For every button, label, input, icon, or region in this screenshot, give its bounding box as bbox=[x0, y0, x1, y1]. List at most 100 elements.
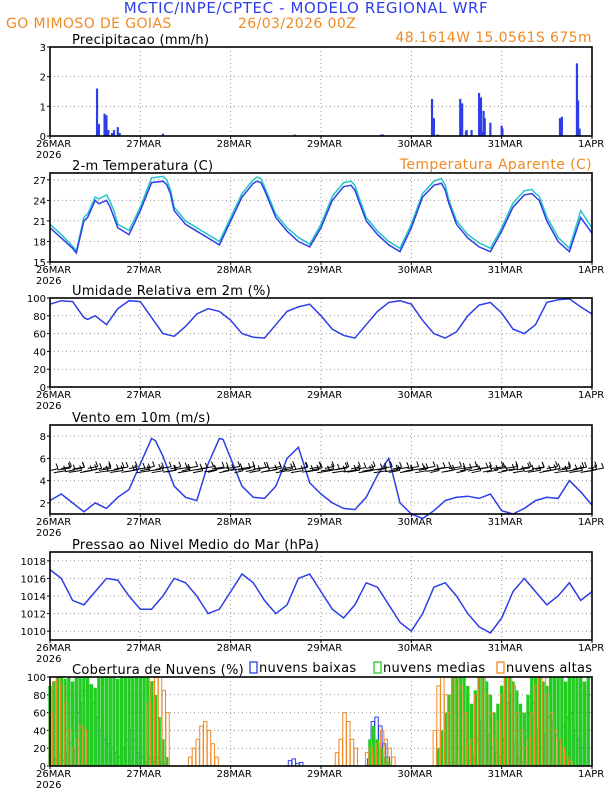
wind-barb bbox=[91, 467, 102, 471]
legend-swatch bbox=[249, 661, 258, 674]
wind-barb bbox=[366, 465, 376, 469]
bar-Precipitacao bbox=[116, 127, 119, 136]
bar-Precipitacao bbox=[161, 133, 165, 136]
panel-title: Cobertura de Nuvens (%) bbox=[72, 663, 244, 678]
wind-barb-flag bbox=[319, 462, 323, 468]
wind-barb-flag bbox=[318, 461, 322, 467]
wind-barb bbox=[358, 470, 372, 474]
bar-nuvens-medias bbox=[469, 703, 474, 766]
wind-barb bbox=[177, 470, 190, 474]
wind-barb-flag bbox=[99, 463, 103, 469]
wind-barb bbox=[185, 465, 198, 469]
wind-barb bbox=[287, 468, 296, 472]
bar-Precipitacao bbox=[459, 98, 462, 136]
wind-barb bbox=[531, 466, 545, 470]
x-tick-label: 27MAR bbox=[126, 265, 161, 276]
wind-barb-flag bbox=[489, 461, 492, 467]
wind-barb-flag bbox=[293, 464, 297, 470]
x-tick-label: 31MAR bbox=[488, 390, 523, 401]
bar-nuvens-medias bbox=[462, 677, 466, 766]
bar-nuvens-medias bbox=[387, 761, 391, 766]
bar-Precipitacao bbox=[105, 115, 108, 136]
wind-barb bbox=[448, 466, 462, 470]
bar-nuvens-medias bbox=[161, 739, 165, 766]
y-tick-label: 40 bbox=[33, 347, 46, 358]
wind-barb bbox=[343, 469, 357, 473]
wind-barb-flag bbox=[459, 461, 463, 467]
meteogram-title: MCTIC/INPE/CPTEC - MODELO REGIONAL WRF bbox=[124, 0, 489, 17]
bar-Precipitacao bbox=[483, 118, 486, 136]
panel-title: Umidade Relativa em 2m (%) bbox=[72, 284, 271, 299]
wind-barb bbox=[437, 466, 451, 470]
x-tick-label: 27MAR bbox=[126, 139, 161, 150]
panel-wind: 2 4 6 8 26MAR 27MAR 28MAR 29MAR 30MAR 31MAR 1APR 20… bbox=[36, 411, 604, 539]
wind-barb bbox=[215, 466, 229, 470]
wind-barb bbox=[241, 466, 255, 470]
wind-barb-flag bbox=[581, 462, 585, 468]
bar-nuvens-medias bbox=[586, 677, 590, 766]
wind-barb-flag bbox=[432, 461, 436, 467]
bar-nuvens-medias bbox=[556, 677, 560, 766]
wind-barb bbox=[381, 466, 393, 470]
bar-nuvens-medias bbox=[142, 677, 146, 766]
y-tick-label: 0 bbox=[40, 132, 46, 143]
location-label: GO MIMOSO DE GOIAS bbox=[6, 16, 172, 32]
y-tick-label: 1016 bbox=[21, 574, 46, 585]
wind-barb bbox=[407, 466, 419, 469]
wind-barb bbox=[166, 469, 177, 473]
wind-barb bbox=[463, 465, 478, 469]
wind-barb bbox=[132, 467, 145, 471]
y-tick-label: 21 bbox=[33, 217, 46, 228]
wind-barb-flag bbox=[541, 462, 545, 468]
wind-barb bbox=[505, 465, 518, 469]
wind-barb bbox=[373, 470, 387, 474]
bar-Precipitacao bbox=[465, 130, 468, 136]
bar-nuvens-medias bbox=[55, 677, 60, 766]
y-tick-label: 8 bbox=[40, 432, 46, 443]
wind-barb bbox=[87, 466, 98, 469]
wind-barb bbox=[576, 466, 587, 470]
wind-barb-flag bbox=[442, 462, 446, 468]
y-tick-label: 100 bbox=[27, 294, 46, 305]
wind-barb bbox=[271, 467, 282, 471]
bar-nuvens-medias bbox=[481, 677, 485, 766]
x-tick-label: 26MAR bbox=[36, 769, 71, 780]
legend-swatch bbox=[496, 661, 505, 674]
wind-barb-flag bbox=[178, 461, 182, 467]
x-tick-label: 28MAR bbox=[217, 139, 252, 150]
x-tick-label: 26MAR bbox=[36, 517, 71, 528]
wind-barb bbox=[192, 470, 203, 474]
wind-barb bbox=[392, 466, 402, 470]
wind-barb bbox=[471, 470, 481, 474]
bar-nuvens-medias bbox=[149, 681, 154, 766]
y-tick-label: 60 bbox=[33, 709, 46, 720]
legend-swatch bbox=[373, 661, 382, 674]
wind-barb-flag bbox=[125, 461, 129, 468]
y-tick-label: 80 bbox=[33, 691, 46, 702]
wind-barb-flag bbox=[231, 464, 235, 470]
panel-rh: 0 20 40 60 80 100 26MAR 27MAR 28MAR 29MAR 30MAR 31M… bbox=[27, 284, 604, 412]
wind-barb-flag bbox=[515, 463, 519, 469]
wind-barb-flag bbox=[336, 463, 340, 470]
y-tick-label: 1012 bbox=[21, 610, 46, 621]
wind-barb-flag bbox=[564, 465, 568, 471]
bar-Precipitacao bbox=[575, 63, 579, 136]
wind-barb-flag bbox=[237, 461, 241, 467]
wind-barb bbox=[95, 470, 109, 474]
x-tick-label: 28MAR bbox=[217, 390, 252, 401]
bar-nuvens-medias bbox=[518, 703, 523, 766]
bar-nuvens-medias bbox=[537, 677, 542, 766]
wind-barb bbox=[415, 470, 427, 474]
panel-precip: 0 1 2 3 26MAR 27MAR 28MAR 29MAR 30MAR 31MAR 1APR 20… bbox=[36, 33, 604, 161]
wind-barb-flag bbox=[515, 461, 519, 467]
wind-barb-flag bbox=[474, 461, 478, 467]
x-tick-label: 26MAR bbox=[36, 139, 71, 150]
y-tick-label: 100 bbox=[27, 673, 46, 684]
wind-barb-flag bbox=[568, 461, 571, 467]
wind-barb-flag bbox=[416, 461, 420, 467]
wind-barb bbox=[249, 469, 261, 473]
bar-nuvens-medias bbox=[82, 677, 86, 766]
x-year-label: 2026 bbox=[36, 654, 61, 665]
wind-barb-flag bbox=[146, 465, 150, 471]
wind-barb bbox=[332, 470, 346, 474]
